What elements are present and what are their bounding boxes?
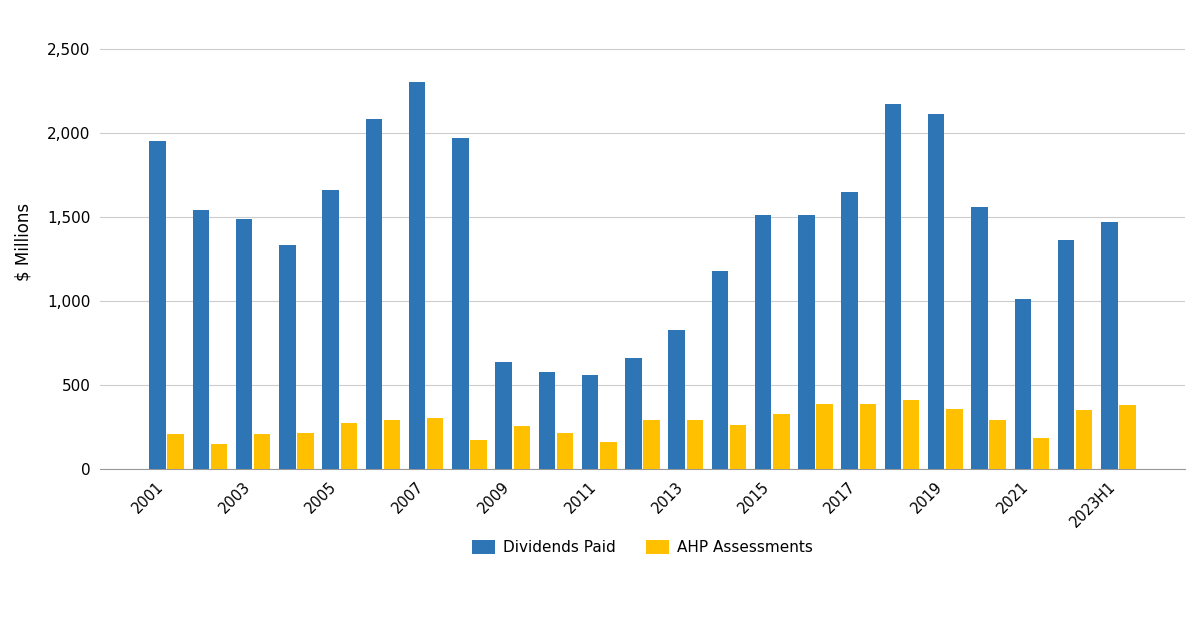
Bar [323,190,338,469]
Bar [1033,438,1049,469]
Bar [539,371,556,469]
Bar [514,426,530,469]
Bar [946,409,962,469]
Bar [773,414,790,469]
Bar [192,210,209,469]
Bar [427,418,444,469]
Bar [971,207,988,469]
Bar [1014,299,1031,469]
Bar [582,375,599,469]
Bar [625,358,642,469]
Bar [557,433,574,469]
Bar [168,434,184,469]
Bar [668,330,685,469]
Bar [1076,410,1092,469]
Bar [366,119,382,469]
Bar [452,138,468,469]
Bar [841,192,858,469]
Bar [298,433,313,469]
Bar [755,215,772,469]
Bar [236,218,252,469]
Bar [211,444,227,469]
Bar [928,114,944,469]
Bar [730,425,746,469]
Legend: Dividends Paid, AHP Assessments: Dividends Paid, AHP Assessments [467,534,818,561]
Bar [149,141,166,469]
Bar [409,83,425,469]
Bar [816,404,833,469]
Bar [1120,405,1135,469]
Bar [686,420,703,469]
Bar [280,246,295,469]
Bar [1058,241,1074,469]
Bar [798,215,815,469]
Bar [643,420,660,469]
Bar [990,420,1006,469]
Bar [902,400,919,469]
Bar [859,404,876,469]
Bar [470,440,487,469]
Y-axis label: $ Millions: $ Millions [14,203,34,281]
Bar [600,441,617,469]
Bar [254,434,270,469]
Bar [884,104,901,469]
Bar [1102,222,1117,469]
Bar [496,361,512,469]
Bar [341,423,356,469]
Bar [384,420,401,469]
Bar [712,271,728,469]
